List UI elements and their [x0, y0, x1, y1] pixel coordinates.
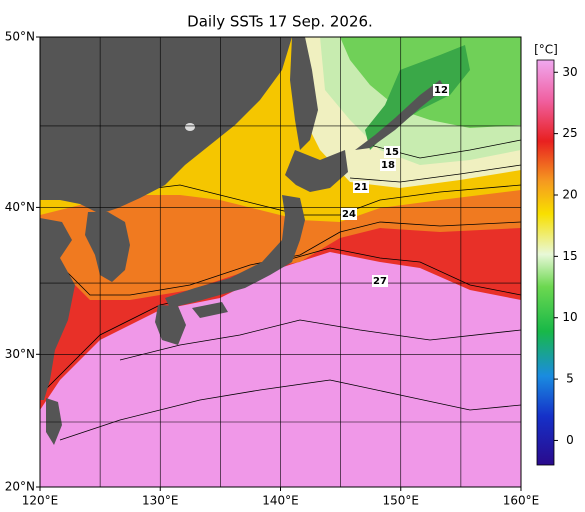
contour-label: 24: [342, 209, 356, 220]
contour-label: 21: [354, 182, 368, 193]
lake: [185, 123, 195, 131]
contour-label-bg: [433, 84, 449, 96]
colorbar-tick-label: 5: [566, 372, 574, 386]
colorbar-tick-label: 0: [566, 433, 574, 447]
x-tick-label: 120°E: [22, 494, 59, 508]
y-tick-label: 50°N: [5, 30, 35, 44]
map-title: Daily SSTs 17 Sep. 2026.: [187, 13, 373, 31]
colorbar: [536, 59, 555, 466]
contour-label-bg: [341, 208, 357, 220]
contour-label-bg: [353, 181, 369, 193]
contour-label: 18: [381, 160, 395, 171]
contours: [40, 139, 521, 441]
x-tick-label: 160°E: [503, 494, 540, 508]
colorbar-tick-label: 10: [562, 310, 577, 324]
colorbar-tick-label: 15: [562, 249, 577, 263]
contour-label: 15: [385, 147, 399, 158]
contour-label-bg: [380, 159, 396, 171]
y-tick-label: 30°N: [5, 347, 35, 361]
colorbar-label: [°C]: [534, 43, 558, 57]
colorbar-tick-label: 30: [562, 65, 577, 79]
x-tick-label: 140°E: [262, 494, 299, 508]
contour-label: 12: [434, 85, 448, 96]
contour-label-bg: [384, 146, 400, 158]
contour-label: 27: [373, 276, 387, 287]
y-tick-label: 20°N: [5, 480, 35, 494]
graticule: [39, 36, 522, 488]
colorbar-tick-label: 20: [562, 188, 577, 202]
x-tick-label: 150°E: [383, 494, 420, 508]
colorbar-tick-label: 25: [562, 126, 577, 140]
contour-label-bg: [372, 275, 388, 287]
y-tick-label: 40°N: [5, 200, 35, 214]
x-tick-label: 130°E: [142, 494, 179, 508]
